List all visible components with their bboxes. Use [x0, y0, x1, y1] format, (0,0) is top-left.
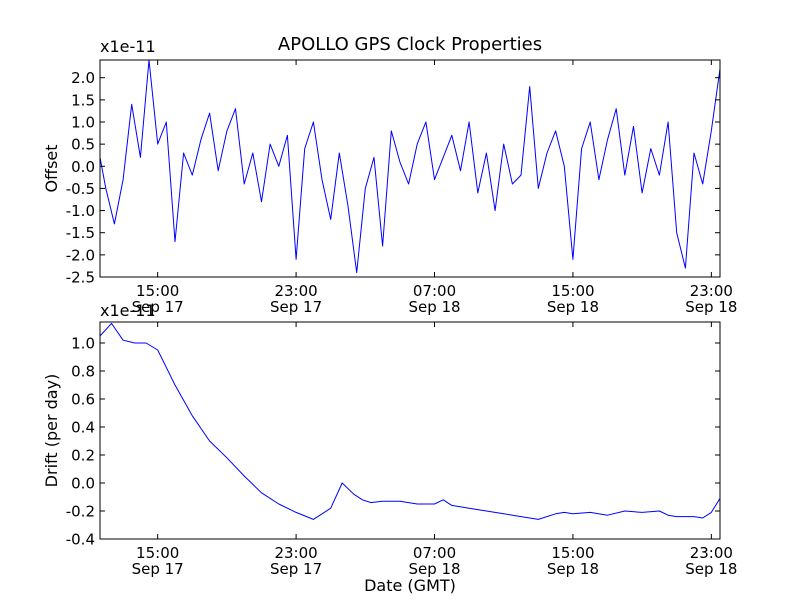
offset-x-tick-date: Sep 18 — [685, 298, 737, 316]
offset-y-tick-label: 0.5 — [71, 136, 95, 154]
offset-x-tick-date: Sep 18 — [547, 298, 599, 316]
offset-x-tick-time: 07:00 — [413, 282, 456, 300]
drift-x-tick-time: 15:00 — [551, 544, 594, 562]
offset-series-line — [100, 60, 720, 274]
drift-scale-label: x1e-11 — [100, 301, 156, 320]
offset-y-tick-label: -1.0 — [66, 202, 95, 220]
offset-x-tick-date: Sep 17 — [270, 298, 322, 316]
offset-y-tick-label: 1.5 — [71, 91, 95, 109]
drift-y-axis-ticks: -0.4 -0.2 0.0 0.2 0.4 0.6 0.8 1.0 — [66, 335, 720, 549]
offset-y-tick-label: -2.5 — [66, 269, 95, 287]
drift-y-tick-label: 0.8 — [71, 363, 95, 381]
x-axis-label: Date (GMT) — [364, 576, 456, 595]
offset-y-tick-label: 0.0 — [71, 158, 95, 176]
offset-y-tick-label: -1.5 — [66, 224, 95, 242]
offset-x-tick-time: 15:00 — [551, 282, 594, 300]
offset-panel: -2.5 -2.0 -1.5 -1.0 -0.5 0.0 0.5 1.0 1.5 2.0 15:0… — [42, 37, 737, 316]
drift-x-tick-date: Sep 18 — [547, 560, 599, 578]
drift-plot-area — [100, 322, 720, 520]
drift-y-tick-label: 0.6 — [71, 391, 95, 409]
offset-y-axis-ticks: -2.5 -2.0 -1.5 -1.0 -0.5 0.0 0.5 1.0 1.5 2.0 — [66, 69, 720, 287]
offset-y-tick-label: -2.0 — [66, 246, 95, 264]
drift-x-tick-time: 07:00 — [413, 544, 456, 562]
offset-x-tick-date: Sep 17 — [132, 298, 184, 316]
drift-y-tick-label: 0.4 — [71, 419, 95, 437]
offset-axes-frame — [99, 59, 721, 278]
offset-x-tick-date: Sep 18 — [408, 298, 460, 316]
drift-y-tick-label: 1.0 — [71, 335, 95, 353]
offset-x-tick-time: 23:00 — [274, 282, 317, 300]
drift-x-tick-date: Sep 17 — [270, 560, 322, 578]
offset-scale-label: x1e-11 — [100, 37, 156, 56]
drift-axes-frame — [99, 321, 721, 540]
drift-y-axis-label: Drift (per day) — [42, 374, 61, 488]
drift-y-tick-label: -0.2 — [66, 503, 95, 521]
offset-x-tick-time: 23:00 — [690, 282, 733, 300]
drift-x-tick-time: 15:00 — [136, 544, 179, 562]
drift-x-tick-date: Sep 18 — [685, 560, 737, 578]
figure-title: APOLLO GPS Clock Properties — [278, 34, 542, 55]
drift-y-tick-label: 0.2 — [71, 447, 95, 465]
offset-x-tick-time: 15:00 — [136, 282, 179, 300]
offset-y-tick-label: -0.5 — [66, 180, 95, 198]
drift-x-tick-time: 23:00 — [274, 544, 317, 562]
drift-series-line — [100, 322, 720, 520]
offset-y-tick-label: 1.0 — [71, 114, 95, 132]
offset-y-axis-label: Offset — [42, 144, 61, 192]
drift-y-tick-label: 0.0 — [71, 475, 95, 493]
drift-x-tick-time: 23:00 — [690, 544, 733, 562]
offset-y-tick-label: 2.0 — [71, 69, 95, 87]
drift-x-tick-date: Sep 18 — [408, 560, 460, 578]
drift-x-tick-date: Sep 17 — [132, 560, 184, 578]
drift-y-tick-label: -0.4 — [66, 531, 95, 549]
offset-plot-area — [100, 60, 720, 274]
